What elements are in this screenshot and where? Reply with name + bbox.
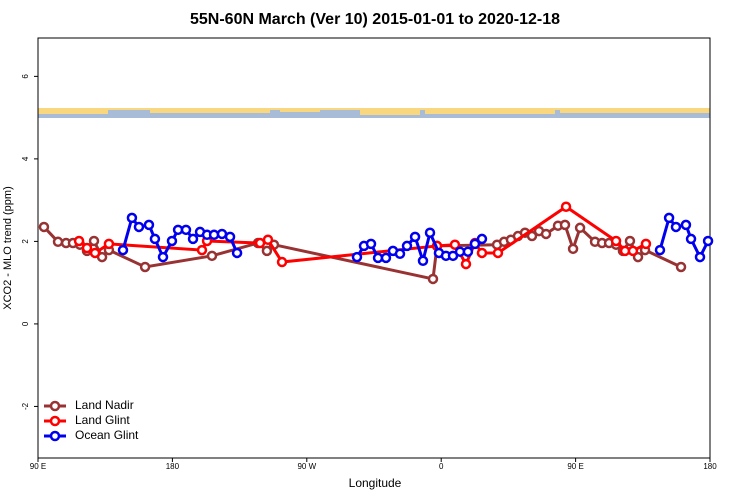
legend-label: Land Glint <box>75 413 130 427</box>
legend-marker <box>49 415 61 427</box>
point <box>73 235 85 247</box>
point <box>476 233 488 245</box>
point <box>143 219 155 231</box>
point <box>262 234 274 245</box>
point <box>88 235 100 247</box>
x-tick-label: 180 <box>703 462 717 471</box>
point <box>103 238 115 250</box>
point <box>559 219 571 231</box>
point <box>462 246 474 257</box>
point <box>133 221 145 233</box>
legend-label: Land Nadir <box>75 398 134 412</box>
legend-marker <box>49 430 61 442</box>
point <box>261 245 273 257</box>
legend-label: Ocean Glint <box>75 428 139 442</box>
point <box>670 221 682 233</box>
point <box>654 244 666 256</box>
point <box>401 240 413 252</box>
point <box>81 242 93 254</box>
chart-title: 55N-60N March (Ver 10) 2015-01-01 to 202… <box>190 11 560 28</box>
point <box>424 227 436 238</box>
point <box>675 261 687 273</box>
point <box>38 221 50 233</box>
point <box>492 247 504 259</box>
point <box>394 248 406 260</box>
point <box>166 235 178 247</box>
legend-marker <box>49 400 61 412</box>
point <box>624 235 636 247</box>
point <box>567 243 579 255</box>
x-tick-label: 180 <box>166 462 180 471</box>
point <box>180 224 192 236</box>
point <box>231 247 243 259</box>
point <box>469 238 481 250</box>
point <box>449 239 461 250</box>
point <box>276 256 288 268</box>
point <box>574 222 586 234</box>
x-tick-label: 90 W <box>297 462 316 471</box>
y-tick-label: 6 <box>21 74 30 79</box>
point <box>663 212 675 224</box>
world-map-strip <box>38 108 710 118</box>
point <box>157 251 169 263</box>
y-tick-label: -2 <box>21 402 30 410</box>
x-axis-label: Longitude <box>349 476 402 490</box>
point <box>610 235 622 247</box>
point <box>627 245 639 257</box>
plot-frame <box>37 37 711 459</box>
point <box>365 238 377 250</box>
point <box>224 231 236 243</box>
y-axis-label: XCO2 - MLO trend (ppm) <box>2 186 14 309</box>
point <box>685 233 697 245</box>
point <box>640 238 652 250</box>
series-line <box>42 223 682 281</box>
point <box>149 233 161 245</box>
point <box>694 251 706 263</box>
y-tick-label: 2 <box>21 239 30 244</box>
x-tick-label: 0 <box>439 462 444 471</box>
point <box>427 273 439 285</box>
point <box>560 201 572 212</box>
point <box>526 230 538 242</box>
point <box>206 250 218 262</box>
point <box>117 244 129 256</box>
point <box>89 247 101 259</box>
x-tick-label: 90 E <box>567 462 583 471</box>
point <box>380 252 392 264</box>
point <box>126 212 138 224</box>
point <box>216 228 228 240</box>
point <box>196 244 208 256</box>
point <box>409 231 421 243</box>
point <box>417 255 429 267</box>
point <box>52 236 64 248</box>
point <box>680 219 692 231</box>
point <box>702 235 714 247</box>
point <box>351 251 363 263</box>
point <box>187 233 199 245</box>
point <box>476 247 488 259</box>
point <box>460 258 472 270</box>
y-tick-label: 4 <box>21 156 30 161</box>
point <box>540 228 552 240</box>
point <box>139 261 151 273</box>
x-tick-label: 90 E <box>30 462 46 471</box>
y-tick-label: 0 <box>21 321 30 326</box>
